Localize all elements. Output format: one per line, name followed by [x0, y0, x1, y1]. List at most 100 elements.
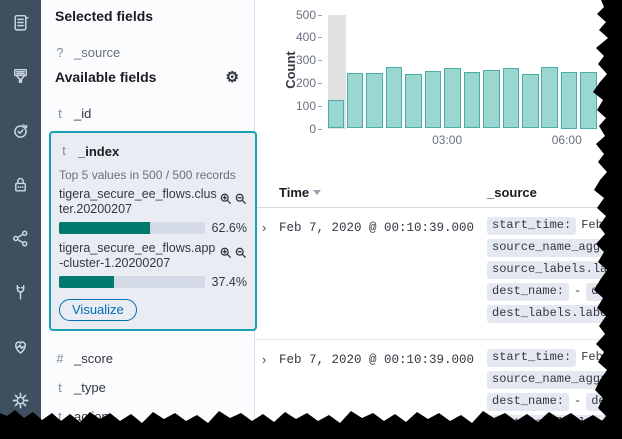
histogram-bar[interactable] [522, 73, 539, 129]
field-item-_id[interactable]: t _id [55, 99, 251, 128]
x-tick-label: 03:00 [432, 133, 463, 147]
monitoring-icon[interactable] [10, 336, 31, 357]
documents-table: Time _source › Feb 7, 2020 @ 00:10:39.000… [255, 178, 622, 439]
field-type-letter: t [58, 409, 62, 424]
source-field-line: source_labels.lab [487, 261, 622, 283]
histogram-bar[interactable] [327, 99, 344, 129]
y-tick-mark [318, 105, 322, 107]
field-name-badge: source_name_aggr: [487, 239, 620, 257]
wrench-icon[interactable] [10, 282, 31, 303]
gear-icon[interactable] [10, 390, 31, 411]
source-field-line: dest_labels.labels [487, 415, 622, 437]
field-name: _id [74, 106, 92, 121]
visualize-button[interactable]: Visualize [59, 299, 137, 321]
field-value-text: - [574, 284, 582, 298]
y-tick-mark [318, 128, 322, 130]
field-type-letter: ? [56, 45, 64, 60]
fields-sidebar: Selected fields ? _source Available field… [41, 0, 257, 439]
source-field-line: source_name_aggr: [487, 371, 622, 393]
filter-buttons [220, 193, 247, 205]
field-name-badge: source_labels.lab [487, 261, 620, 279]
time-column-header[interactable]: Time [279, 185, 487, 200]
field-item-_type[interactable]: t _type [55, 373, 251, 402]
histogram-bar[interactable] [444, 67, 461, 129]
table-row: › Feb 7, 2020 @ 00:10:39.000 start_time: Fe… [255, 208, 622, 340]
histogram-bar[interactable] [580, 71, 597, 129]
value-meter-row: 62.6% [59, 221, 247, 235]
histogram-bar[interactable] [541, 67, 558, 129]
percent-meter [59, 222, 205, 234]
magnify-plus-icon[interactable] [220, 247, 232, 259]
field-item-_source[interactable]: ? _source [55, 38, 251, 67]
source-field-line: start_time: Feb 7, [487, 349, 622, 371]
magnify-minus-icon[interactable] [235, 193, 247, 205]
source-field-line: dest_name: - dest [487, 283, 622, 305]
field-type-letter: t [58, 106, 62, 121]
top-value-item: tigera_secure_ee_flows.cluster.20200207 6… [59, 187, 247, 235]
field-value-text: Feb 7, [581, 350, 622, 364]
source-field-line: source_name_aggr: [487, 239, 622, 261]
field-name-badge: dest_name: [487, 393, 570, 411]
field-item-unnamed[interactable]: # [55, 431, 251, 439]
field-item-_score[interactable]: # _score [55, 344, 251, 373]
histogram-bar[interactable] [502, 67, 520, 129]
y-tick-label: 400 [295, 30, 316, 45]
field-type-letter: # [56, 351, 64, 366]
percent-meter-fill [59, 276, 114, 288]
histogram-bar[interactable] [385, 67, 403, 129]
available-fields-heading: Available fields ⚙ [55, 69, 251, 85]
percent-meter-fill [59, 222, 151, 234]
field-type-letter: t [62, 144, 66, 158]
field-name-index: _index [78, 143, 120, 159]
expand-row-chevron-icon[interactable]: › [262, 220, 267, 235]
histogram-bar[interactable] [366, 72, 383, 129]
histogram-bar[interactable] [405, 74, 422, 129]
expand-row-chevron-icon[interactable]: › [262, 352, 267, 367]
histogram-bar[interactable] [424, 70, 442, 129]
time-cell: Feb 7, 2020 @ 00:10:39.000 [279, 221, 475, 235]
y-tick-label: 100 [295, 98, 316, 113]
field-item-index[interactable]: t _index [59, 140, 247, 162]
graph-icon[interactable] [10, 228, 31, 249]
histogram-bar[interactable] [483, 70, 500, 129]
histogram-bar[interactable] [463, 71, 481, 129]
field-name-badge: dest_name: [487, 283, 570, 301]
selected-fields-heading: Selected fields [55, 8, 154, 24]
index-field-popover: t _index Top 5 values in 500 / 500 recor… [49, 131, 257, 331]
logs-icon[interactable] [10, 12, 31, 33]
y-tick-mark [318, 37, 322, 39]
source-field-line: dest_name:-dest, [487, 393, 622, 415]
top-value-item: tigera_secure_ee_flows.app-cluster-1.202… [59, 241, 247, 289]
field-name-badge: dest_labels.labels [487, 415, 622, 433]
time-header-label: Time [279, 185, 310, 200]
source-cell: start_time: Feb 7 source_name_aggr: source_… [487, 217, 622, 327]
field-value-text: Feb 7 [581, 218, 618, 232]
field-name-badge: source_name_aggr: [487, 371, 620, 389]
time-cell: Feb 7, 2020 @ 00:10:39.000 [279, 353, 475, 367]
source-field-line: start_time: Feb 7 [487, 217, 622, 239]
magnify-plus-icon[interactable] [220, 193, 232, 205]
table-row: › Feb 7, 2020 @ 00:10:39.000 start_time: Fe… [255, 340, 622, 439]
source-cell: start_time: Feb 7, source_name_aggr: dest_n… [487, 349, 622, 437]
available-fields-list: t _id [55, 99, 251, 128]
field-type-letter: t [58, 380, 62, 395]
pipeline-icon[interactable] [10, 66, 31, 87]
table-rows: › Feb 7, 2020 @ 00:10:39.000 start_time: Fe… [255, 208, 622, 439]
uptime-icon[interactable] [10, 120, 31, 141]
percent-meter [59, 276, 205, 288]
field-settings-gear-icon[interactable]: ⚙ [225, 68, 239, 86]
sort-desc-icon [313, 190, 322, 195]
field-name: _type [74, 380, 106, 395]
source-column-header: _source [487, 185, 622, 200]
histogram-bar[interactable] [560, 71, 578, 129]
x-tick-label: 06:00 [551, 133, 582, 147]
nav-rail [0, 0, 41, 439]
field-item-action[interactable]: t action [55, 402, 251, 431]
histogram-bar[interactable] [346, 73, 364, 129]
source-header-label: _source [487, 185, 537, 200]
selected-fields-list: ? _source [55, 38, 251, 67]
magnify-minus-icon[interactable] [235, 247, 247, 259]
filter-buttons [220, 247, 247, 259]
lock-icon[interactable] [10, 174, 31, 195]
